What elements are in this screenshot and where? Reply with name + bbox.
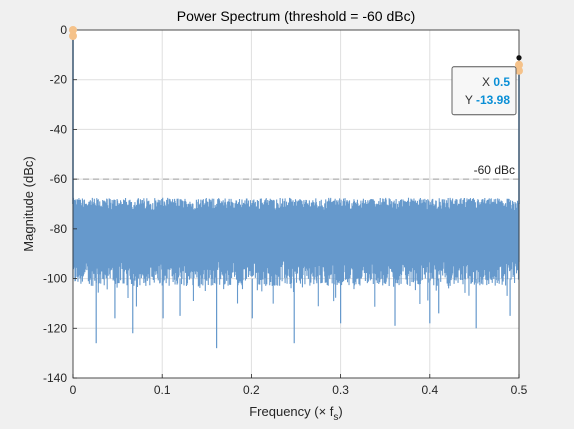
plot-frame xyxy=(72,29,520,379)
chart-title: Power Spectrum (threshold = -60 dBc) xyxy=(177,8,416,24)
peak-markers xyxy=(69,26,523,75)
y-axis-label: Magnitude (dBc) xyxy=(21,156,36,251)
x-tick-label: 0.3 xyxy=(332,383,349,397)
datatip-y-row: Y -13.98 xyxy=(465,93,510,107)
y-tick-label: -80 xyxy=(50,222,68,236)
datatip-y-value: -13.98 xyxy=(476,93,510,107)
y-tick-label: -100 xyxy=(43,272,67,286)
datatip-box xyxy=(451,66,517,116)
x-tick-label: 0.4 xyxy=(421,383,438,397)
y-tick-label: -60 xyxy=(50,172,68,186)
peak-marker-lower xyxy=(515,66,523,75)
datatip-y-label: Y xyxy=(465,93,476,107)
x-axis-ticks: 0 0.1 0.2 0.3 0.4 0.5 xyxy=(70,374,528,397)
x-axis-label-main: Frequency (× f xyxy=(249,404,334,419)
x-tick-label: 0.1 xyxy=(154,383,171,397)
y-tick-label: -20 xyxy=(50,73,68,87)
datatip-x-row: X 0.5 xyxy=(482,75,510,89)
datatip-x-value: 0.5 xyxy=(493,75,510,89)
x-axis-label: Frequency (× fs) xyxy=(249,404,343,423)
x-axis-label-close: ) xyxy=(338,404,342,419)
peak-marker-lower xyxy=(69,32,77,40)
threshold-group: -60 dBc xyxy=(73,163,519,180)
x-tick-label: 0.2 xyxy=(243,383,260,397)
y-axis-ticks: 0 -20 -40 -60 -80 -100 -120 -140 xyxy=(43,23,77,385)
peak-marker xyxy=(515,60,523,69)
datatip[interactable]: X 0.5 Y -13.98 xyxy=(451,55,522,116)
x-tick-label: 0.5 xyxy=(511,383,528,397)
x-tick-label: 0 xyxy=(70,383,77,397)
threshold-label: -60 dBc xyxy=(474,163,515,177)
peak-marker xyxy=(69,26,77,34)
y-tick-label: 0 xyxy=(60,23,67,37)
y-tick-label: -40 xyxy=(50,122,68,136)
y-tick-label: -140 xyxy=(43,371,67,385)
x-axis-label-subscript: s xyxy=(333,412,338,423)
datatip-anchor xyxy=(516,55,522,61)
datatip-x-label: X xyxy=(482,75,493,89)
y-tick-label: -120 xyxy=(43,321,67,335)
